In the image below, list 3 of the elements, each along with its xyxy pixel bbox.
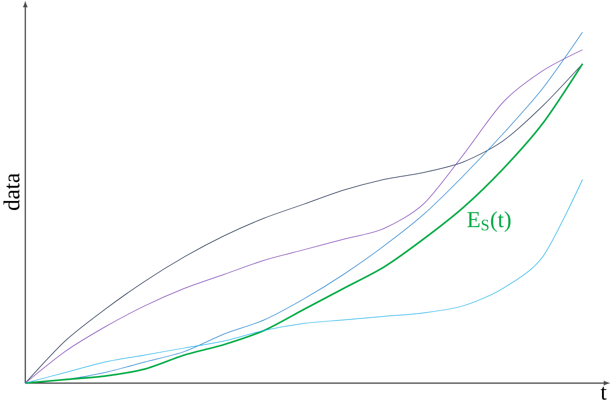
- y-axis-title: data: [3, 173, 20, 210]
- x-axis-title: t: [600, 386, 607, 400]
- series-label: E$_{S}$(t): [467, 211, 511, 232]
